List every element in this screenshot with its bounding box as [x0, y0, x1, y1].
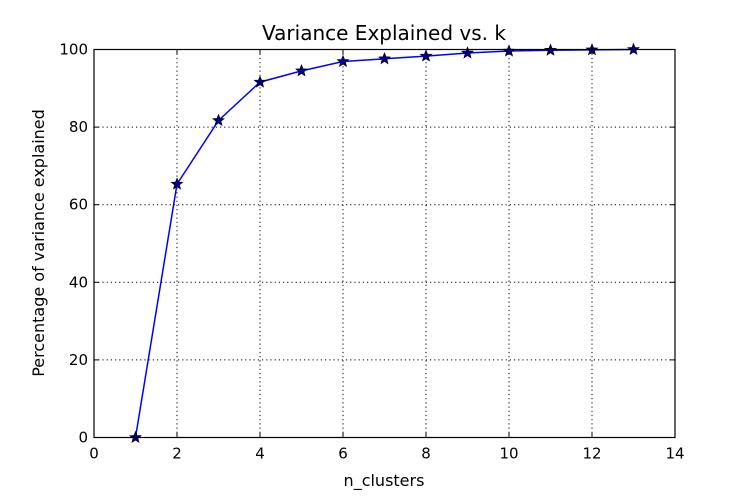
x-axis-label: n_clusters	[344, 471, 425, 491]
data-point-marker	[253, 75, 267, 88]
data-point-marker	[461, 46, 474, 59]
y-tick-label: 100	[59, 41, 88, 59]
series-line	[134, 48, 634, 438]
x-tick-label: 6	[338, 445, 348, 463]
x-tick-label: 10	[499, 445, 518, 463]
chart-title: Variance Explained vs. k	[262, 21, 506, 45]
plot-frame	[93, 48, 676, 439]
series-line-group	[129, 42, 640, 444]
data-point-marker	[170, 177, 184, 190]
y-tick-label: 40	[69, 273, 88, 291]
x-tick-label: 4	[255, 445, 265, 463]
data-point-marker	[336, 54, 350, 68]
y-tick-label: 80	[69, 118, 88, 136]
data-point-marker	[419, 49, 433, 62]
x-tick-label: 0	[89, 445, 99, 463]
x-tick-label: 12	[582, 445, 601, 463]
y-tick-label: 20	[69, 351, 88, 369]
data-point-marker	[212, 113, 225, 127]
data-point-marker	[378, 51, 391, 65]
data-point-marker	[295, 64, 308, 77]
y-tick-label: 0	[78, 429, 88, 447]
x-tick-label: 14	[665, 445, 684, 463]
grid	[94, 49, 675, 438]
x-tick-label: 2	[172, 445, 182, 463]
axis-ticks: 0 2 4 6 8 10 12 14 0 20 40 60 80 100	[59, 41, 684, 463]
x-tick-label: 8	[421, 445, 431, 463]
y-axis-label: Percentage of variance explained	[29, 109, 48, 377]
y-tick-label: 60	[69, 196, 88, 214]
